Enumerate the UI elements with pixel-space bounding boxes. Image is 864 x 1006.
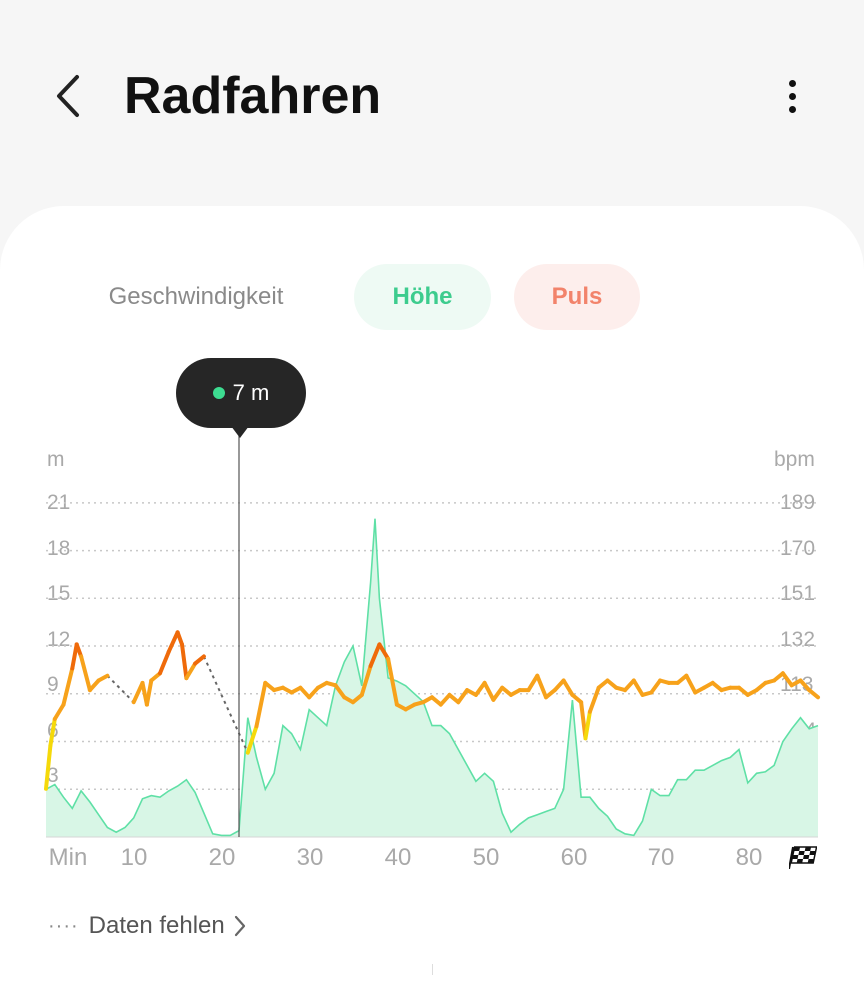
x-tick: 10 bbox=[120, 844, 148, 871]
left-tick: 9 bbox=[47, 673, 59, 696]
right-axis-unit: bpm bbox=[774, 448, 815, 471]
x-tick: 70 bbox=[647, 844, 675, 871]
x-axis-label: Min bbox=[48, 844, 88, 871]
x-tick: 20 bbox=[208, 844, 236, 871]
x-tick: 60 bbox=[560, 844, 588, 871]
right-tick: 113 bbox=[780, 673, 814, 696]
page-title: Radfahren bbox=[124, 67, 382, 125]
left-tick: 6 bbox=[47, 719, 59, 742]
left-tick: 15 bbox=[47, 582, 71, 605]
left-tick: 12 bbox=[47, 628, 71, 651]
left-tick: 18 bbox=[47, 537, 71, 560]
tab-elevation[interactable]: Höhe bbox=[354, 264, 491, 330]
more-vertical-icon bbox=[788, 79, 796, 87]
divider bbox=[432, 964, 433, 975]
right-tick: 170 bbox=[780, 537, 816, 560]
header: Radfahren bbox=[0, 0, 864, 200]
left-tick: 3 bbox=[47, 764, 59, 787]
left-axis-unit: m bbox=[47, 448, 65, 471]
tooltip-value: 7 m bbox=[232, 380, 270, 405]
left-tick: 21 bbox=[47, 491, 71, 514]
right-tick: 94 bbox=[793, 719, 817, 742]
x-tick: 80 bbox=[735, 844, 763, 871]
x-tick: 50 bbox=[472, 844, 500, 871]
tab-speed[interactable]: Geschwindigkeit bbox=[108, 283, 284, 310]
tooltip-pointer bbox=[231, 426, 249, 438]
more-options-button[interactable] bbox=[770, 70, 814, 122]
right-tick: 189 bbox=[780, 491, 816, 514]
value-tooltip: 7 m bbox=[176, 358, 306, 428]
elevation-dot-icon bbox=[212, 387, 225, 399]
x-tick: 40 bbox=[384, 844, 412, 871]
more-dot bbox=[788, 105, 796, 113]
right-tick: 132 bbox=[780, 628, 816, 651]
back-button[interactable] bbox=[40, 66, 96, 126]
missing-data-legend[interactable]: ···· Daten fehlen bbox=[48, 906, 247, 946]
right-tick: 75 bbox=[793, 764, 817, 787]
checkered-flag-icon bbox=[789, 846, 817, 869]
chevron-right-icon bbox=[234, 915, 245, 937]
chevron-left-icon bbox=[57, 75, 79, 117]
missing-data-label: Daten fehlen bbox=[88, 912, 225, 939]
x-tick: 30 bbox=[296, 844, 324, 871]
more-dot bbox=[788, 92, 796, 100]
right-tick: 151 bbox=[780, 582, 816, 605]
tab-pulse[interactable]: Puls bbox=[514, 264, 640, 330]
dotted-line-icon: ···· bbox=[48, 914, 79, 937]
